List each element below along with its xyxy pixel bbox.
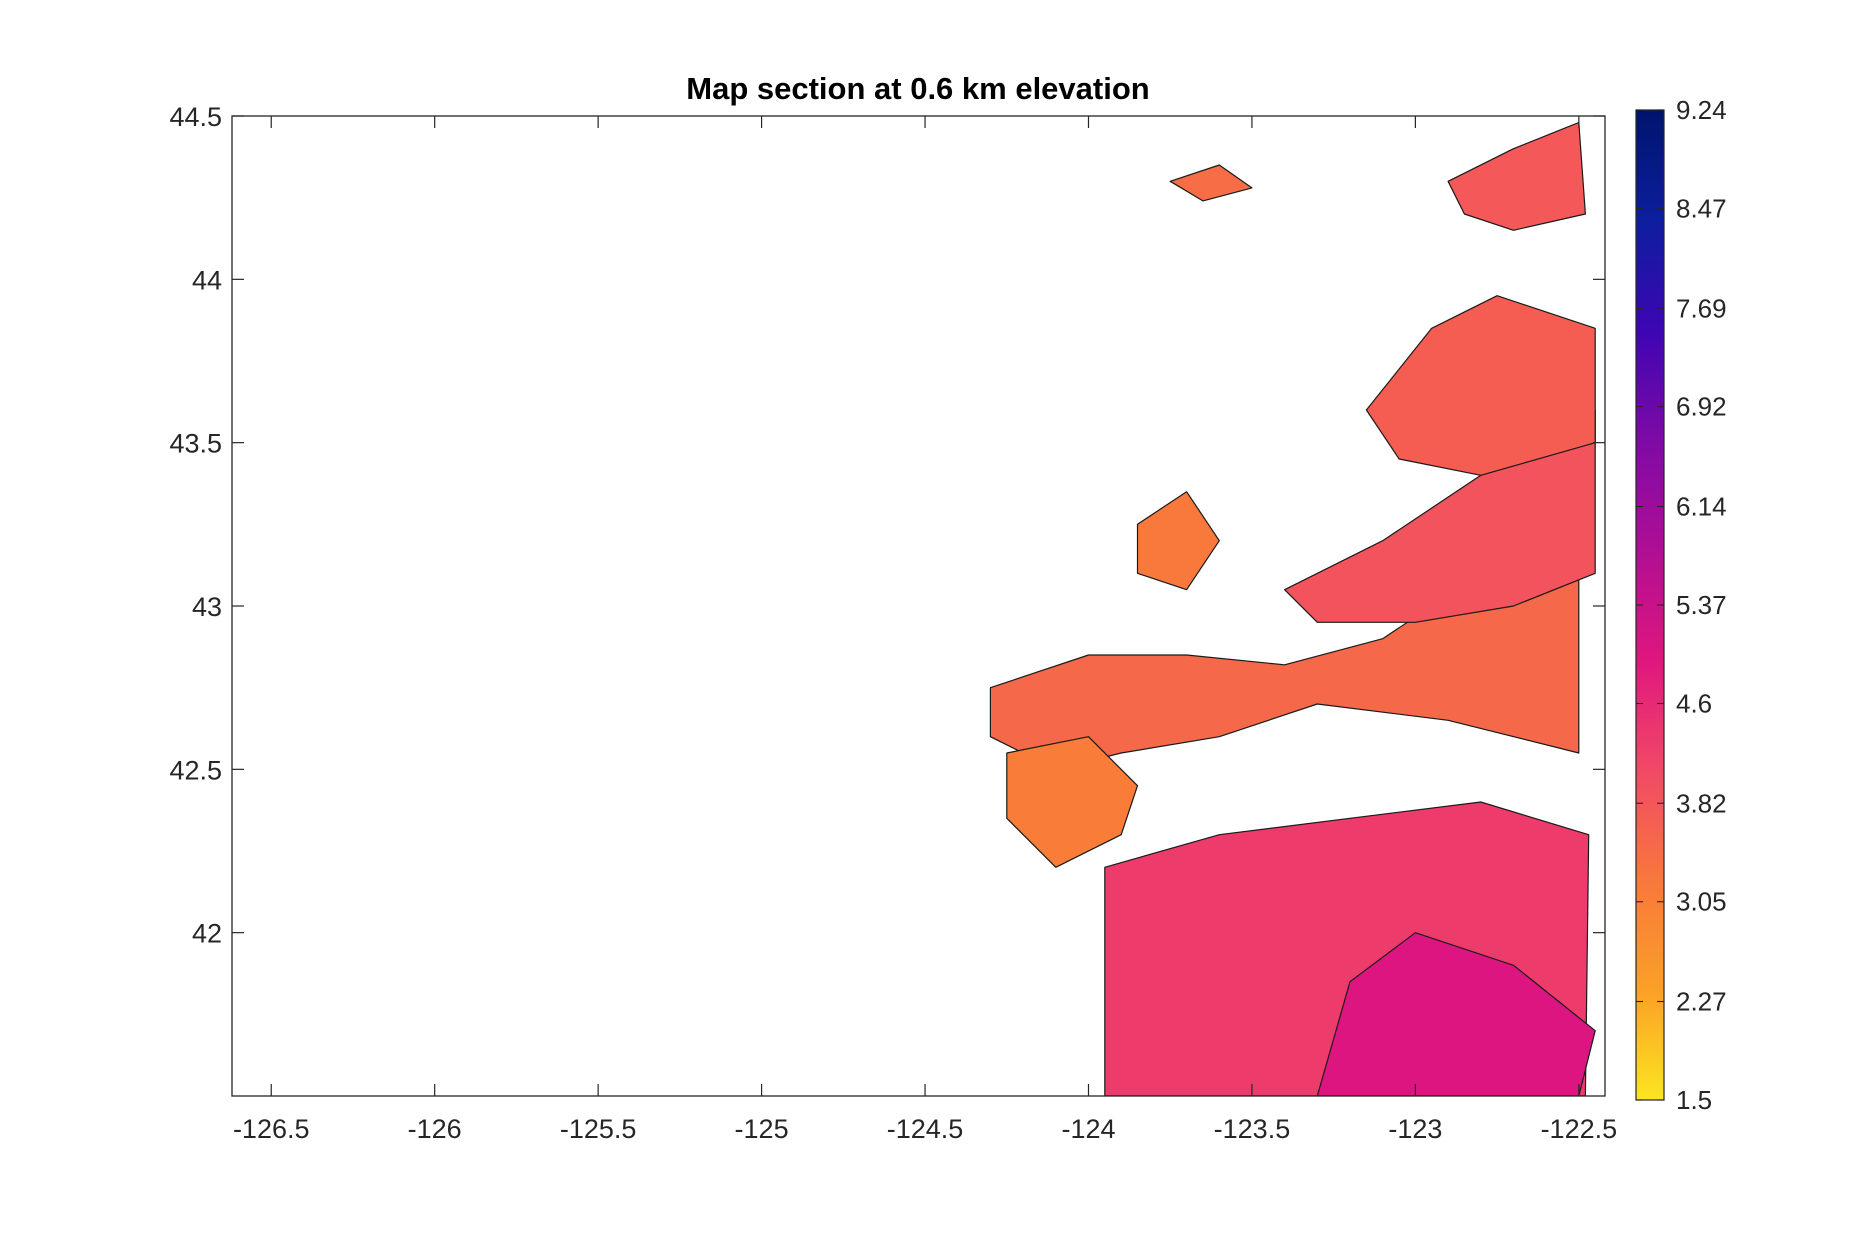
colorbar-tick-label: 8.47 <box>1676 193 1727 223</box>
velocity-region-8 <box>1447 121 1587 231</box>
colorbar-tick-label: 3.82 <box>1676 788 1727 818</box>
x-tick-label: -125 <box>735 1114 789 1144</box>
colorbar-tick-label: 1.5 <box>1676 1085 1712 1115</box>
velocity-region-6 <box>1006 736 1139 868</box>
colorbar-tick-label: 4.6 <box>1676 688 1712 718</box>
x-tick-label: -125.5 <box>560 1114 637 1144</box>
colorbar-tick-label: 6.14 <box>1676 492 1727 522</box>
y-tick-label: 42 <box>192 919 222 949</box>
colorbar-tick-label: 2.27 <box>1676 987 1727 1017</box>
velocity-region-5 <box>1316 932 1596 1096</box>
colorbar: 1.5 2.27 3.05 3.82 4.6 5.37 6.14 6.92 7.69 8.47 9.… <box>1635 95 1727 1115</box>
velocity-region-9 <box>1169 164 1253 202</box>
y-axis: 42 42.5 43 43.5 44 44.5 <box>169 102 1605 949</box>
plot-area: -126.5 -126 -125.5 -125 -124.5 -124 -123.5 -123… <box>169 102 1617 1144</box>
colorbar-tick-label: 9.24 <box>1676 95 1727 125</box>
x-tick-label: -126 <box>408 1114 462 1144</box>
x-tick-label: -123 <box>1388 1114 1442 1144</box>
x-tick-label: -122.5 <box>1541 1114 1618 1144</box>
y-tick-label: 43 <box>192 592 222 622</box>
colorbar-ticks: 1.5 2.27 3.05 3.82 4.6 5.37 6.14 6.92 7.69 8.47 9.… <box>1636 95 1727 1115</box>
velocity-regions <box>989 121 1596 1096</box>
x-tick-label: -123.5 <box>1214 1114 1291 1144</box>
x-tick-label: -124.5 <box>887 1114 964 1144</box>
y-tick-label: 44 <box>192 265 222 295</box>
colorbar-tick-label: 5.37 <box>1676 590 1727 620</box>
y-tick-label: 44.5 <box>169 102 222 132</box>
velocity-region-4 <box>1365 295 1596 476</box>
x-axis: -126.5 -126 -125.5 -125 -124.5 -124 -123.5 -123… <box>233 116 1617 1144</box>
colorbar-tick-label: 3.05 <box>1676 887 1727 917</box>
x-tick-label: -124 <box>1061 1114 1115 1144</box>
y-tick-label: 42.5 <box>169 755 222 785</box>
y-tick-label: 43.5 <box>169 429 222 459</box>
x-tick-label: -126.5 <box>233 1114 310 1144</box>
velocity-region-7 <box>1136 491 1220 591</box>
colorbar-tick-label: 6.92 <box>1676 392 1727 422</box>
colorbar-tick-label: 7.69 <box>1676 293 1727 323</box>
chart-title: Map section at 0.6 km elevation <box>686 71 1149 106</box>
